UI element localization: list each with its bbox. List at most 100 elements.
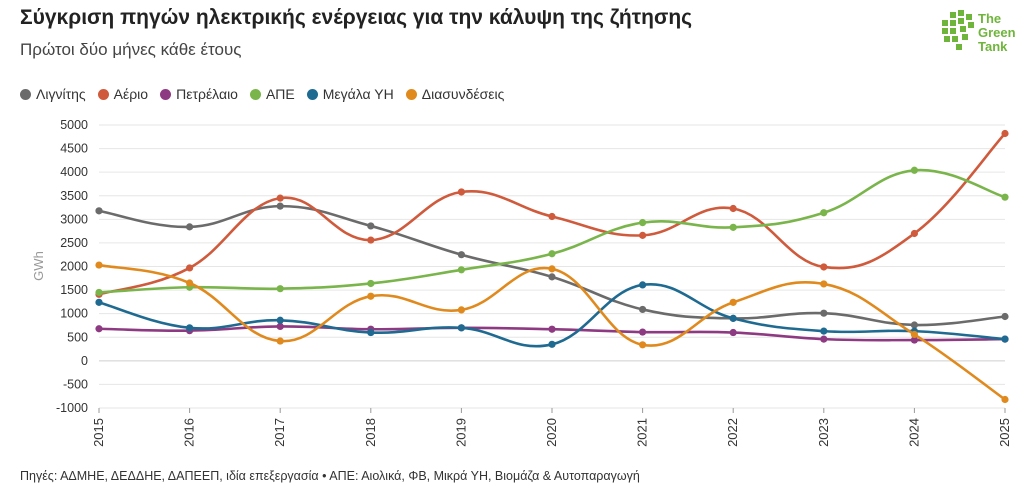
data-point — [639, 219, 647, 227]
data-point — [457, 324, 465, 332]
legend-label: Αέριο — [113, 86, 149, 102]
data-point — [367, 279, 375, 288]
data-point — [1001, 193, 1009, 201]
x-tick-label: 2022 — [725, 418, 740, 447]
data-point — [639, 328, 647, 336]
data-point — [457, 266, 465, 274]
y-tick-label: -500 — [63, 377, 88, 391]
data-point — [548, 273, 556, 281]
x-tick-label: 2015 — [91, 418, 106, 447]
y-tick-label: 5000 — [60, 118, 88, 132]
chart-title: Σύγκριση πηγών ηλεκτρικής ενέργειας για … — [20, 6, 693, 29]
data-point — [639, 281, 647, 289]
data-point — [95, 288, 103, 297]
data-point — [95, 298, 103, 306]
data-point — [729, 328, 737, 337]
data-point — [910, 229, 919, 238]
data-point — [820, 309, 828, 317]
y-axis-label: GWh — [31, 251, 46, 281]
data-point — [367, 236, 375, 244]
legend: Λιγνίτης Αέριο Πετρέλαιο ΑΠΕ Μεγάλα ΥΗ Διασυν… — [20, 86, 516, 102]
data-point — [639, 305, 647, 314]
legend-label: ΑΠΕ — [265, 86, 295, 102]
chart-subtitle: Πρώτοι δύο μήνες κάθε έτους — [20, 40, 242, 59]
data-point — [820, 263, 828, 271]
data-point — [186, 223, 194, 231]
data-point — [729, 298, 737, 306]
x-tick-label: 2023 — [816, 418, 831, 447]
x-tick-label: 2020 — [544, 418, 559, 447]
y-tick-label: 500 — [67, 330, 88, 344]
data-point — [276, 316, 284, 324]
y-tick-label: 4000 — [60, 165, 88, 179]
data-point — [457, 188, 465, 196]
x-tick-label: 2017 — [272, 418, 287, 447]
data-point — [910, 166, 919, 174]
y-tick-label: 1500 — [60, 283, 88, 297]
y-tick-label: 4500 — [60, 142, 88, 156]
data-point — [1001, 335, 1009, 343]
legend-swatch — [160, 88, 172, 100]
data-point — [186, 264, 194, 272]
data-point — [1001, 395, 1009, 404]
data-point — [1001, 129, 1009, 138]
x-tick-label: 2016 — [182, 418, 197, 447]
x-tick-label: 2025 — [997, 418, 1012, 447]
data-point — [276, 202, 284, 210]
data-point — [639, 231, 647, 239]
data-point — [457, 306, 465, 314]
legend-item: Πετρέλαιο — [160, 86, 238, 102]
series-2 — [95, 129, 1009, 298]
data-point — [729, 204, 737, 213]
data-point — [548, 340, 556, 348]
data-point — [729, 314, 737, 322]
data-point — [548, 265, 556, 273]
data-point — [820, 209, 828, 217]
data-point — [548, 325, 556, 333]
x-tick-label: 2019 — [453, 418, 468, 447]
data-point — [820, 335, 828, 343]
data-point — [367, 292, 375, 300]
logo-text-1: The — [978, 11, 1002, 26]
legend-item: Διασυνδέσεις — [405, 86, 504, 102]
y-tick-label: 0 — [81, 354, 88, 368]
the-green-tank-logo: The Green Tank — [940, 6, 1020, 62]
x-tick-label: 2021 — [635, 418, 650, 447]
legend-swatch — [306, 88, 318, 100]
legend-item: Λιγνίτης — [20, 86, 86, 102]
legend-item: Μεγάλα ΥΗ — [306, 86, 394, 102]
series-lines — [95, 129, 1009, 404]
series-6 — [95, 261, 1009, 404]
data-point — [186, 279, 194, 287]
data-point — [95, 325, 103, 333]
logo-icon — [942, 10, 974, 50]
x-axis: 2015 2016 2017 2018 2019 2020 2021 2022 2023 2024… — [91, 408, 1012, 447]
legend-swatch — [20, 88, 31, 100]
data-point — [820, 327, 828, 335]
source-note: Πηγές: ΑΔΜΗΕ, ΔΕΔΔΗΕ, ΔΑΠΕΕΠ, ιδία επεξε… — [20, 469, 640, 483]
y-tick-label: -1000 — [56, 401, 88, 415]
data-point — [820, 280, 828, 288]
data-point — [548, 250, 556, 258]
y-axis: 5000450040003500300025002000150010005000… — [56, 118, 88, 415]
data-point — [95, 207, 103, 215]
x-tick-label: 2024 — [906, 418, 921, 447]
x-tick-label: 2018 — [363, 418, 378, 447]
legend-label: Λιγνίτης — [36, 86, 86, 102]
legend-label: Πετρέλαιο — [176, 86, 238, 102]
y-tick-label: 2000 — [60, 260, 88, 274]
data-point — [1001, 312, 1009, 321]
data-point — [639, 341, 647, 349]
data-point — [186, 324, 194, 332]
legend-item: Αέριο — [97, 86, 149, 102]
data-point — [367, 222, 375, 230]
data-point — [910, 330, 919, 339]
data-point — [548, 212, 556, 221]
y-tick-label: 2500 — [60, 236, 88, 250]
legend-swatch — [249, 88, 261, 100]
legend-item: ΑΠΕ — [249, 86, 295, 102]
legend-label: Μεγάλα ΥΗ — [322, 86, 394, 102]
data-point — [729, 223, 737, 231]
data-point — [910, 336, 919, 344]
series-4 — [95, 166, 1009, 297]
